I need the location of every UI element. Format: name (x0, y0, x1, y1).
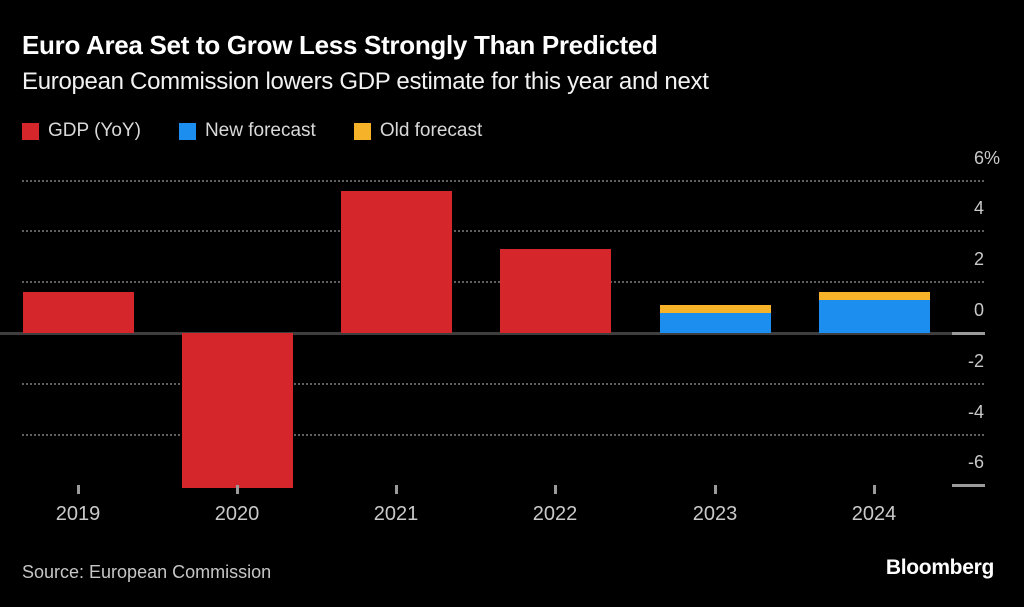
y-axis-label-neg6: -6 (967, 452, 984, 472)
chart-title: Euro Area Set to Grow Less Strongly Than… (22, 30, 658, 60)
x-axis-label-2021: 2021 (373, 503, 419, 525)
source-text: Source: European Commission (22, 562, 272, 582)
x-axis-tick-2022 (554, 485, 557, 494)
x-axis-tick-2024 (872, 485, 876, 494)
legend-swatch-blue-icon (178, 122, 196, 140)
y-axis-label-4: 4 (973, 198, 984, 218)
gridline--4 (22, 433, 984, 436)
chart-legend: GDP (YoY) New forecast Old forecast (22, 120, 482, 142)
bar-2023-old-forecast-cap (659, 305, 771, 313)
gridline--2 (22, 382, 984, 385)
legend-item-old-forecast: Old forecast (353, 120, 483, 142)
y-axis-label-2: 2 (973, 249, 984, 269)
x-axis-tick-2023 (713, 485, 717, 494)
bar-2024-old-forecast-cap (818, 292, 930, 300)
x-axis-tick-2021 (395, 485, 398, 494)
legend-label-old-forecast: Old forecast (379, 120, 483, 141)
legend-item-new-forecast: New forecast (178, 120, 316, 142)
bar-2023-new-forecast (659, 312, 771, 333)
zero-axis-tick-segment (952, 332, 985, 335)
legend-swatch-yellow-icon (353, 122, 371, 140)
bar-2024-new-forecast (818, 299, 930, 333)
bar-2020-gdp (182, 333, 293, 488)
legend-label-gdp-yoy: GDP (YoY) (48, 120, 141, 141)
chart-subtitle: European Commission lowers GDP estimate … (22, 68, 709, 95)
x-axis-tick-2020 (236, 485, 239, 494)
bottom-axis-tick-segment (952, 484, 985, 488)
bloomberg-logo: Bloomberg (885, 556, 994, 579)
legend-item-gdp-yoy: GDP (YoY) (22, 120, 141, 142)
legend-label-new-forecast: New forecast (204, 120, 316, 141)
y-axis-label-6pct: 6% (973, 148, 1000, 168)
x-axis-label-2024: 2024 (851, 503, 897, 525)
y-axis-label-neg2: -2 (967, 351, 984, 371)
x-axis-label-2022: 2022 (532, 503, 578, 525)
bar-2019-gdp (22, 292, 134, 333)
x-axis-label-2023: 2023 (692, 503, 738, 525)
gridline-6 (22, 179, 984, 182)
y-axis-label-0: 0 (973, 300, 984, 320)
gridline-4 (22, 230, 984, 233)
legend-swatch-red-icon (22, 122, 39, 140)
bar-2022-gdp (500, 249, 611, 333)
x-axis-tick-2019 (76, 485, 80, 494)
y-axis-label-neg4: -4 (967, 402, 984, 422)
x-axis-label-2020: 2020 (214, 503, 260, 525)
bar-2021-gdp (341, 190, 452, 333)
zero-axis-line (0, 332, 952, 335)
x-axis-label-2019: 2019 (55, 503, 101, 525)
